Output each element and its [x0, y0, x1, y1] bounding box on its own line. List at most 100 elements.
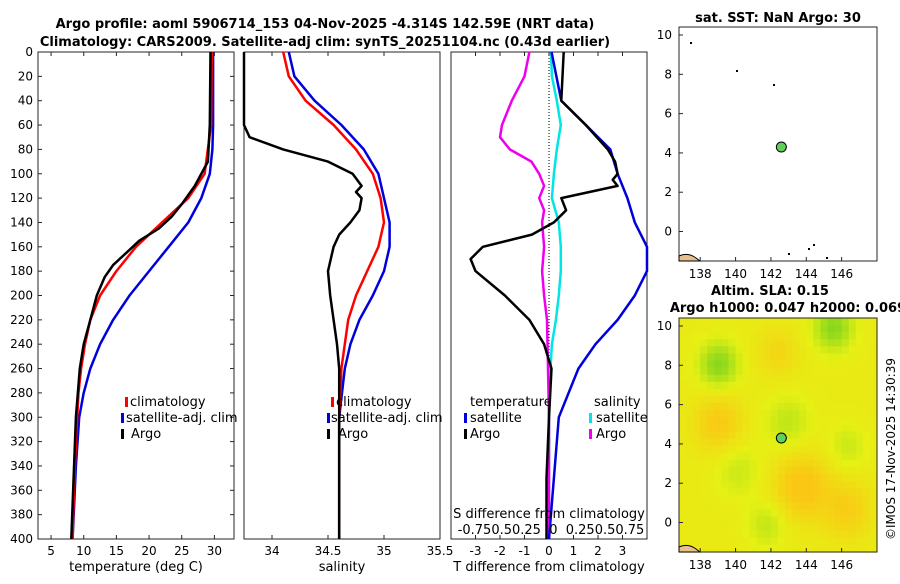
salinity-xlabel: salinity — [319, 560, 366, 575]
x-tick-label: 34 — [264, 544, 279, 558]
legend-swatch-satellite — [121, 413, 124, 423]
sst-map-specks — [690, 42, 828, 259]
legend-swatch-argo — [327, 429, 330, 439]
legend-label-satellite: satellite-adj. clim — [126, 411, 238, 426]
depth-tick-label: 120 — [10, 191, 33, 205]
lon-tick-label: 142 — [759, 558, 782, 572]
x-tick-label: -1 — [519, 544, 531, 558]
depth-tick-label: 380 — [10, 508, 33, 522]
temperature-lines — [70, 51, 215, 540]
depth-tick-label: 140 — [10, 215, 33, 229]
depth-tick-label: 280 — [10, 386, 33, 400]
series-satellite-line — [287, 51, 391, 539]
depth-tick-label: 160 — [10, 240, 33, 254]
legend-label-climatology: climatology — [336, 395, 412, 410]
legend-header-temperature: temperature — [470, 395, 552, 410]
temperature-panel: 0204060801001201401601802002202402602803… — [10, 45, 647, 575]
series-satellite-line — [71, 52, 215, 540]
salinity-lines — [242, 51, 391, 539]
difference-legend: temperature satellite Argo salinity sate… — [464, 395, 648, 442]
lat-tick-label: 4 — [664, 146, 672, 160]
depth-tick-label: 220 — [10, 313, 33, 327]
x-tick-label: 25 — [174, 544, 189, 558]
depth-tick-label: 240 — [10, 337, 33, 351]
lat-tick-label: 8 — [664, 67, 672, 81]
lon-tick-label: 138 — [689, 267, 712, 281]
legend-label-t-satellite: satellite — [470, 411, 522, 426]
x-tick-label: 34.5 — [315, 544, 342, 558]
lat-tick-label: 8 — [664, 358, 672, 372]
depth-tick-label: 320 — [10, 435, 33, 449]
series-argo-line — [70, 51, 212, 540]
lat-tick-label: 10 — [657, 28, 672, 42]
sla-map-title-1: Altim. SLA: 0.15 — [711, 284, 829, 299]
sla-heatmap — [679, 318, 878, 553]
legend-label-argo: Argo — [338, 427, 368, 442]
x-tick-label: -3 — [470, 544, 482, 558]
series-argo-line — [242, 52, 363, 539]
watermark: ©IMOS 17-Nov-2025 14:30:39 — [884, 358, 898, 540]
lat-tick-label: 2 — [664, 185, 672, 199]
depth-tick-label: 340 — [10, 459, 33, 473]
legend-swatch-climatology — [125, 397, 128, 407]
depth-tick-label: 360 — [10, 483, 33, 497]
series-climatology-line — [281, 51, 386, 539]
legend-label-t-argo: Argo — [470, 427, 500, 442]
legend-label-argo: Argo — [131, 427, 161, 442]
x-tick-label: 10 — [76, 544, 91, 558]
salinity-x-ticks: 34 34.5 35 35.5 — [264, 52, 453, 558]
x-tick-label: 20 — [141, 544, 156, 558]
sst-map-panel: sat. SST: NaN Argo: 30 138 140 142 144 146 10… — [657, 11, 878, 281]
s-difference-ticks: -0.750.50.25 0 0.250.50.75 — [458, 523, 645, 538]
temperature-xlabel: temperature (deg C) — [69, 560, 203, 575]
x-tick-label: 3 — [619, 544, 627, 558]
depth-tick-label: 100 — [10, 167, 33, 181]
salinity-panel: 34 34.5 35 35.5 salinity climatology satell… — [242, 51, 453, 575]
sla-map-panel: Altim. SLA: 0.15 Argo h1000: 0.047 h2000… — [657, 284, 900, 572]
lon-tick-label: 142 — [759, 267, 782, 281]
series-t-argo-line — [469, 51, 619, 539]
lon-tick-label: 140 — [724, 558, 747, 572]
lat-tick-label: 10 — [657, 319, 672, 333]
sla-map-title-2: Argo h1000: 0.047 h2000: 0.069 — [670, 301, 900, 316]
lat-tick-label: 6 — [664, 398, 672, 412]
x-tick-label: 2 — [594, 544, 602, 558]
legend-swatch-argo — [121, 429, 124, 439]
depth-tick-label: 260 — [10, 362, 33, 376]
temperature-x-ticks: 5 10 15 20 25 30 — [47, 52, 222, 558]
legend-label-s-satellite: satellite — [596, 411, 648, 426]
lon-tick-label: 140 — [724, 267, 747, 281]
depth-tick-label: 80 — [18, 142, 33, 156]
lat-tick-label: 4 — [664, 437, 672, 451]
lat-tick-label: 0 — [664, 225, 672, 239]
lon-tick-label: 144 — [795, 558, 818, 572]
temperature-legend: climatology satellite-adj. clim Argo — [121, 395, 238, 442]
depth-tick-label: 180 — [10, 264, 33, 278]
x-tick-label: -2 — [494, 544, 506, 558]
title-line-1: Argo profile: aoml 5906714_153 04-Nov-20… — [56, 17, 595, 32]
argo-location-marker — [775, 432, 787, 444]
salinity-legend: climatology satellite-adj. clim Argo — [327, 395, 443, 442]
depth-tick-label: 60 — [18, 118, 33, 132]
legend-header-salinity: salinity — [594, 395, 641, 410]
depth-tick-label: 400 — [10, 532, 33, 546]
coastline — [678, 253, 702, 262]
legend-swatch-climatology — [331, 397, 334, 407]
legend-swatch-s-argo — [589, 429, 592, 439]
lat-tick-label: 2 — [664, 476, 672, 490]
difference-panel: -3 -2 -1 0 1 2 3 T difference from climatology… — [450, 51, 649, 575]
series-s-argo-line — [498, 51, 551, 539]
legend-swatch-t-satellite — [464, 413, 467, 423]
lat-tick-label: 6 — [664, 107, 672, 121]
x-tick-label: 1 — [570, 544, 578, 558]
legend-swatch-t-argo — [464, 429, 467, 439]
legend-swatch-s-satellite — [589, 413, 592, 423]
x-tick-label: 35 — [376, 544, 391, 558]
coastline — [678, 544, 702, 553]
sst-map-ticks: 138 140 142 144 146 10 8 6 4 2 0 — [657, 28, 853, 281]
legend-label-satellite: satellite-adj. clim — [331, 411, 443, 426]
difference-lines — [469, 51, 649, 540]
x-tick-label: 5 — [47, 544, 55, 558]
depth-tick-label: 200 — [10, 289, 33, 303]
